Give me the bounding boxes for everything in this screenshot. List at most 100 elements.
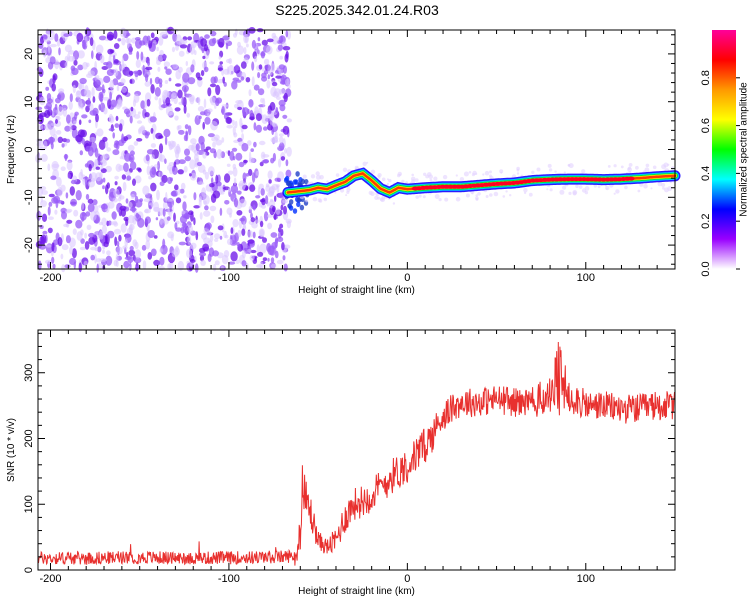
noise-speckle	[70, 179, 77, 185]
noise-speckle	[202, 151, 207, 159]
noise-speckle	[224, 200, 230, 205]
noise-speckle	[174, 184, 179, 191]
transition-speckle	[288, 205, 294, 211]
noise-speckle	[90, 254, 95, 261]
noise-speckle	[207, 108, 213, 113]
noise-speckle	[102, 177, 106, 183]
noise-speckle	[116, 240, 120, 247]
noise-speckle	[283, 205, 287, 215]
track-halo	[334, 191, 337, 194]
noise-speckle	[201, 187, 207, 197]
noise-speckle	[262, 257, 268, 262]
noise-speckle	[175, 34, 182, 45]
noise-speckle	[144, 216, 151, 224]
noise-speckle	[215, 174, 219, 184]
noise-speckle	[113, 142, 119, 149]
noise-speckle	[228, 187, 231, 193]
noise-speckle	[279, 80, 287, 85]
colorbar-tick-label: 0.8	[700, 70, 712, 85]
noise-speckle	[110, 221, 114, 226]
noise-speckle	[228, 261, 236, 265]
track-halo	[667, 186, 673, 192]
track-halo	[547, 163, 552, 168]
noise-speckle	[149, 116, 157, 123]
noise-speckle	[164, 80, 169, 84]
noise-speckle	[75, 90, 82, 99]
track-halo	[559, 189, 565, 195]
spectrogram-noise-cloud	[35, 26, 677, 273]
x-tick-label: -100	[218, 573, 240, 585]
x-tick-label: 100	[577, 272, 595, 284]
noise-speckle	[272, 205, 276, 213]
track-halo	[662, 186, 665, 190]
noise-speckle	[185, 61, 188, 66]
noise-speckle	[98, 104, 102, 111]
noise-speckle	[64, 125, 71, 132]
noise-speckle	[38, 260, 42, 271]
noise-speckle	[91, 87, 95, 97]
noise-speckle	[134, 37, 141, 41]
noise-speckle	[232, 167, 238, 177]
noise-speckle	[114, 175, 119, 180]
noise-speckle	[140, 100, 146, 110]
noise-speckle	[94, 253, 97, 264]
noise-speckle	[70, 198, 78, 207]
noise-speckle	[130, 106, 134, 112]
noise-speckle	[186, 248, 193, 259]
y-tick-label: 0	[23, 567, 35, 573]
noise-speckle	[269, 101, 276, 111]
noise-speckle	[121, 37, 126, 46]
noise-speckle	[75, 190, 82, 201]
noise-speckle	[175, 197, 182, 204]
noise-speckle	[187, 225, 194, 234]
noise-speckle	[80, 103, 84, 110]
noise-speckle	[66, 219, 73, 224]
noise-speckle	[215, 98, 220, 107]
noise-speckle	[260, 188, 265, 196]
noise-speckle	[257, 251, 264, 257]
colorbar-tick-label: 0.2	[700, 214, 712, 229]
track-halo	[415, 195, 420, 199]
noise-speckle	[230, 227, 234, 235]
track-halo	[411, 173, 415, 177]
noise-speckle	[206, 113, 210, 118]
noise-speckle	[280, 75, 285, 82]
noise-speckle	[221, 106, 225, 115]
noise-speckle	[247, 108, 250, 115]
noise-speckle	[91, 142, 97, 153]
noise-speckle	[271, 122, 278, 128]
track-halo	[346, 190, 350, 194]
noise-speckle	[58, 88, 65, 94]
x-tick-label: -200	[39, 272, 61, 284]
noise-speckle	[114, 59, 119, 64]
noise-speckle	[209, 148, 217, 154]
track-halo	[643, 184, 648, 189]
noise-speckle	[285, 159, 289, 167]
noise-speckle	[55, 119, 58, 124]
noise-speckle	[106, 182, 111, 189]
noise-speckle	[129, 79, 133, 84]
track-halo	[635, 165, 639, 170]
track-halo	[578, 185, 583, 189]
noise-speckle	[134, 249, 141, 259]
noise-speckle	[133, 257, 142, 264]
noise-speckle	[209, 61, 215, 65]
track-halo	[471, 192, 474, 195]
noise-speckle	[95, 44, 104, 55]
noise-speckle	[234, 120, 238, 129]
noise-speckle	[207, 87, 212, 97]
noise-speckle	[210, 120, 218, 131]
track-halo	[523, 188, 528, 193]
noise-speckle	[284, 53, 289, 63]
y-tick-label: 200	[23, 429, 35, 447]
noise-speckle	[183, 134, 188, 142]
noise-speckle	[71, 248, 77, 259]
noise-speckle	[145, 239, 150, 250]
noise-speckle	[243, 33, 250, 44]
noise-speckle	[279, 223, 284, 229]
noise-speckle	[132, 99, 137, 107]
noise-speckle	[183, 195, 187, 199]
noise-speckle	[41, 46, 48, 56]
noise-speckle	[46, 93, 52, 101]
noise-speckle	[241, 260, 247, 267]
